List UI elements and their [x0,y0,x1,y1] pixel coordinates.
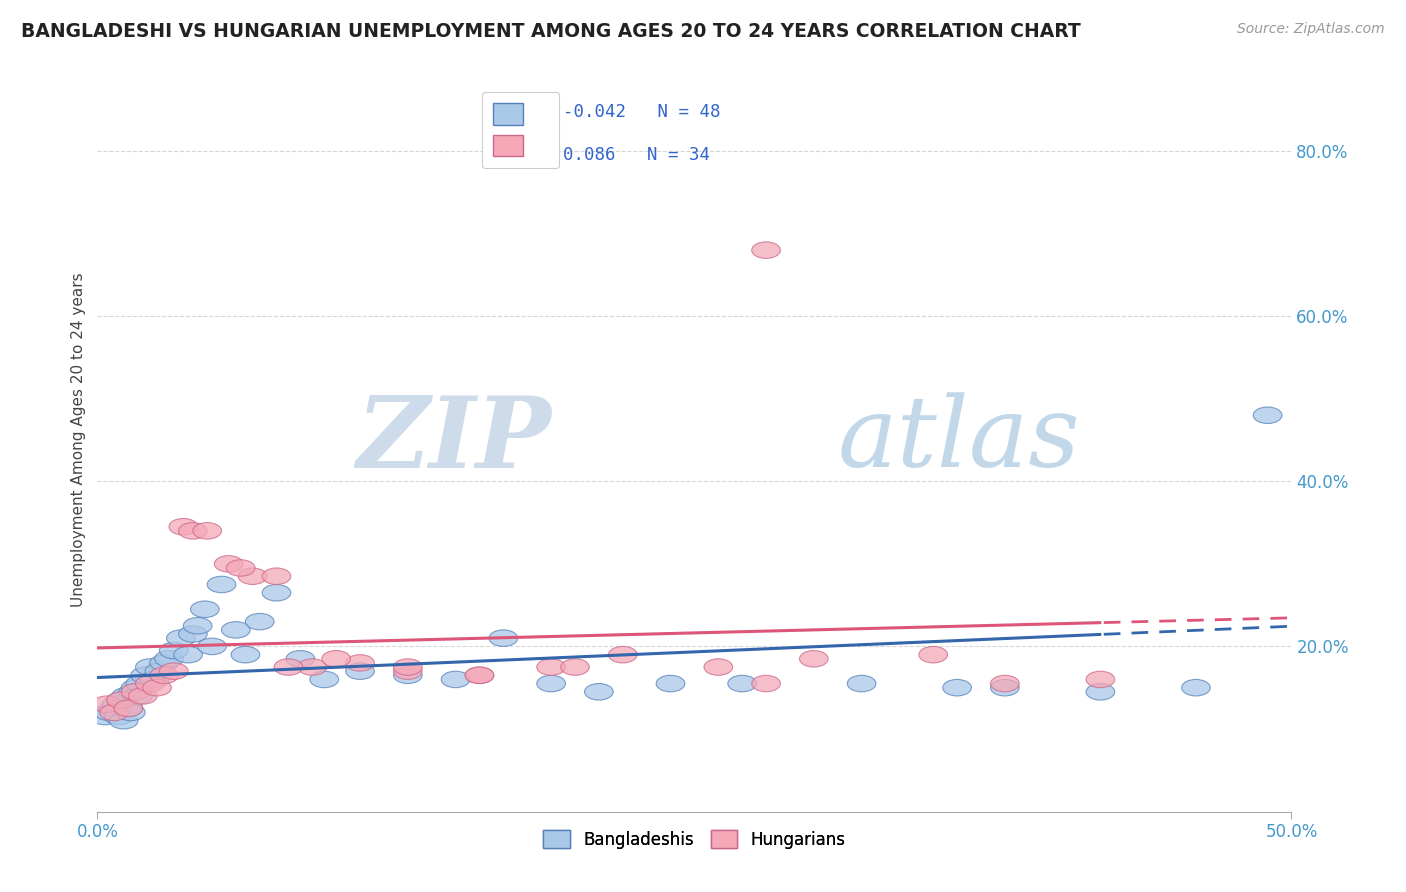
Text: BANGLADESHI VS HUNGARIAN UNEMPLOYMENT AMONG AGES 20 TO 24 YEARS CORRELATION CHAR: BANGLADESHI VS HUNGARIAN UNEMPLOYMENT AM… [21,22,1081,41]
Ellipse shape [159,663,188,680]
Ellipse shape [166,630,195,647]
Ellipse shape [174,647,202,663]
Ellipse shape [346,655,374,671]
Ellipse shape [991,680,1019,696]
Ellipse shape [657,675,685,692]
Ellipse shape [121,680,150,696]
Ellipse shape [585,683,613,700]
Ellipse shape [346,663,374,680]
Ellipse shape [752,675,780,692]
Ellipse shape [704,659,733,675]
Ellipse shape [238,568,267,584]
Ellipse shape [262,568,291,584]
Text: ZIP: ZIP [356,392,551,488]
Ellipse shape [90,708,120,725]
Ellipse shape [135,675,165,692]
Ellipse shape [150,655,179,671]
Ellipse shape [111,688,141,704]
Ellipse shape [226,559,254,576]
Ellipse shape [222,622,250,638]
Ellipse shape [943,680,972,696]
Ellipse shape [537,659,565,675]
Ellipse shape [848,675,876,692]
Ellipse shape [150,667,179,683]
Ellipse shape [309,671,339,688]
Ellipse shape [124,688,152,704]
Ellipse shape [322,650,350,667]
Ellipse shape [920,647,948,663]
Ellipse shape [127,675,155,692]
Ellipse shape [394,659,422,675]
Ellipse shape [1181,680,1211,696]
Ellipse shape [991,675,1019,692]
Ellipse shape [179,523,207,539]
Ellipse shape [262,584,291,601]
Ellipse shape [800,650,828,667]
Legend: Bangladeshis, Hungarians: Bangladeshis, Hungarians [537,823,852,855]
Ellipse shape [231,647,260,663]
Ellipse shape [121,683,150,700]
Ellipse shape [155,650,183,667]
Ellipse shape [114,700,143,716]
Text: atlas: atlas [838,392,1080,488]
Ellipse shape [752,242,780,259]
Y-axis label: Unemployment Among Ages 20 to 24 years: Unemployment Among Ages 20 to 24 years [72,273,86,607]
Ellipse shape [1253,407,1282,424]
Ellipse shape [128,688,157,704]
Ellipse shape [141,671,169,688]
Ellipse shape [100,700,128,716]
Ellipse shape [394,667,422,683]
Ellipse shape [93,696,121,713]
Ellipse shape [198,638,226,655]
Ellipse shape [214,556,243,572]
Ellipse shape [465,667,494,683]
Ellipse shape [465,667,494,683]
Ellipse shape [394,663,422,680]
Ellipse shape [441,671,470,688]
Ellipse shape [143,680,172,696]
Ellipse shape [96,704,124,721]
Ellipse shape [110,713,138,729]
Ellipse shape [169,518,198,535]
Text: R = 0.086   N = 34: R = 0.086 N = 34 [522,145,710,164]
Ellipse shape [117,704,145,721]
Ellipse shape [100,704,128,721]
Ellipse shape [561,659,589,675]
Ellipse shape [728,675,756,692]
Ellipse shape [1085,671,1115,688]
Ellipse shape [489,630,517,647]
Ellipse shape [274,659,302,675]
Ellipse shape [131,667,159,683]
Ellipse shape [120,683,148,700]
Ellipse shape [609,647,637,663]
Ellipse shape [159,642,188,659]
Ellipse shape [190,601,219,617]
Ellipse shape [298,659,326,675]
Ellipse shape [183,617,212,634]
Ellipse shape [246,614,274,630]
Text: Source: ZipAtlas.com: Source: ZipAtlas.com [1237,22,1385,37]
Ellipse shape [179,626,207,642]
Ellipse shape [107,692,135,708]
Ellipse shape [103,696,131,713]
Ellipse shape [114,700,143,716]
Ellipse shape [537,675,565,692]
Ellipse shape [145,663,174,680]
Ellipse shape [1085,683,1115,700]
Ellipse shape [104,708,134,725]
Text: R = -0.042   N = 48: R = -0.042 N = 48 [522,103,721,120]
Ellipse shape [193,523,222,539]
Ellipse shape [135,659,165,675]
Ellipse shape [285,650,315,667]
Ellipse shape [107,692,135,708]
Ellipse shape [207,576,236,593]
